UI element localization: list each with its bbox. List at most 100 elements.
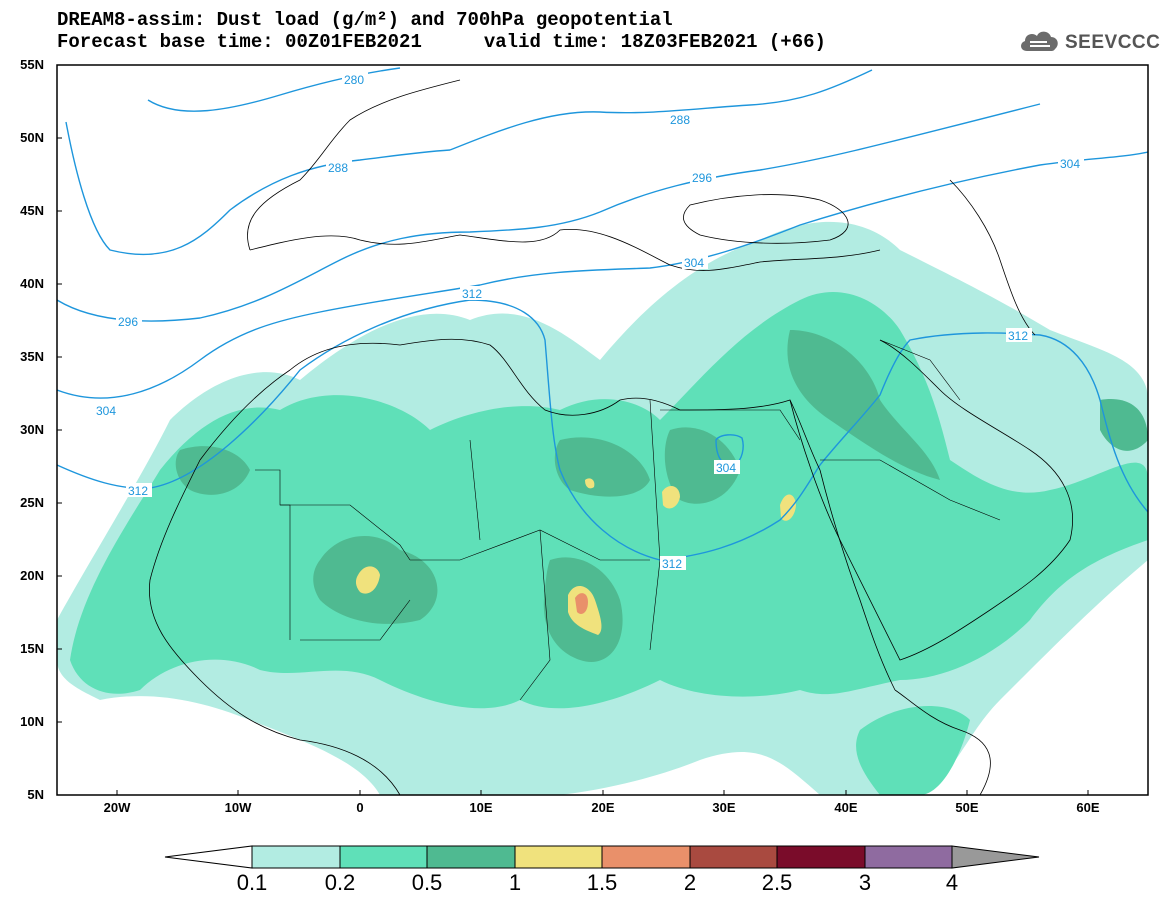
- colorbar-swatch: [776, 845, 866, 869]
- colorbar-swatch: [864, 845, 953, 869]
- coast-africa-horn: [894, 689, 991, 795]
- colorbar-label: 2.5: [761, 870, 793, 895]
- lon-label: 40E: [834, 800, 858, 815]
- colorbar-swatch: [339, 845, 428, 869]
- lon-label: 30E: [712, 800, 736, 815]
- svg-text:312: 312: [662, 557, 682, 571]
- lat-label: 5N: [27, 787, 44, 802]
- lon-label: 60E: [1076, 800, 1100, 815]
- lon-label: 0: [356, 800, 364, 815]
- logo-text: SEEVCCC: [1065, 32, 1161, 53]
- country-borders: [255, 339, 1001, 701]
- lat-label: 20N: [20, 568, 44, 583]
- contour-288-west: [65, 121, 451, 256]
- colorbar-swatch: [601, 845, 691, 869]
- dust-level-1-e: [585, 478, 595, 489]
- svg-text:304: 304: [1060, 157, 1080, 171]
- lon-label: 20W: [103, 800, 131, 815]
- dust-level-0-5-f: [175, 446, 250, 495]
- colorbar-label: 1.5: [586, 870, 618, 895]
- colorbar-label: 0.5: [411, 870, 443, 895]
- axis-ticks: [57, 64, 1089, 795]
- lat-label: 30N: [20, 422, 44, 437]
- dust-level-1-d: [780, 494, 796, 521]
- colorbar-label: 0.1: [236, 870, 268, 895]
- svg-text:296: 296: [118, 315, 138, 329]
- svg-text:304: 304: [684, 256, 704, 270]
- contour-296-west: [57, 211, 601, 322]
- lat-label: 10N: [20, 714, 44, 729]
- colorbar-label: 0.2: [324, 870, 356, 895]
- contour-label: 288: [326, 160, 352, 175]
- coast-africa-west: [199, 338, 896, 691]
- contour-label: 280: [342, 72, 368, 87]
- coastlines: [148, 79, 1073, 795]
- colorbar-swatch: [514, 845, 603, 869]
- contour-280: [147, 67, 401, 112]
- base-time-label: Forecast base time: 00Z01FEB2021: [57, 31, 422, 53]
- valid-time-label: valid time: 18Z03FEB2021 (+66): [483, 31, 826, 53]
- coast-caspian: [949, 179, 1036, 336]
- colorbar-label: 3: [858, 870, 872, 895]
- colorbar-over-triangle: [951, 845, 1040, 869]
- seevccc-logo: SEEVCCC: [1017, 25, 1161, 57]
- lat-label: 50N: [20, 130, 44, 145]
- dust-level-0-5-g: [1100, 399, 1148, 451]
- map-title: DREAM8-assim: Dust load (g/m²) and 700hP…: [57, 9, 673, 31]
- svg-text:312: 312: [1008, 329, 1028, 343]
- contour-label: 304: [714, 460, 740, 475]
- contour-label: 296: [116, 314, 142, 329]
- contour-label: 288: [668, 112, 694, 127]
- colorbar: [164, 845, 1040, 869]
- svg-text:288: 288: [670, 113, 690, 127]
- dust-level-1-c: [662, 485, 680, 509]
- colorbar-under-triangle: [164, 845, 253, 869]
- dust-level-0-5-e: [787, 330, 940, 480]
- lon-label: 50E: [955, 800, 979, 815]
- lat-label: 40N: [20, 276, 44, 291]
- dust-level-1-a: [355, 566, 380, 594]
- contour-label: 304: [94, 403, 120, 418]
- cloud-icon: [1021, 31, 1058, 51]
- svg-text:312: 312: [462, 287, 482, 301]
- contour-label: 312: [460, 286, 486, 301]
- lat-label: 45N: [20, 203, 44, 218]
- colorbar-swatch: [251, 845, 341, 869]
- svg-text:304: 304: [96, 404, 116, 418]
- lat-label: 55N: [20, 57, 44, 72]
- contour-label: 304: [682, 255, 708, 270]
- svg-text:312: 312: [128, 484, 148, 498]
- svg-text:288: 288: [328, 161, 348, 175]
- colorbar-label: 2: [683, 870, 697, 895]
- contour-label: 312: [1006, 328, 1032, 343]
- lon-label: 20E: [591, 800, 615, 815]
- lon-label: 10W: [224, 800, 252, 815]
- contour-label: 296: [690, 170, 716, 185]
- contour-304: [57, 151, 1148, 399]
- contour-labels: 280 288 288 296 296 304 304 304 304 312 …: [94, 72, 1084, 571]
- svg-text:296: 296: [692, 171, 712, 185]
- geopotential-contours: [57, 67, 1148, 561]
- lat-label: 25N: [20, 495, 44, 510]
- contour-label: 312: [126, 483, 152, 498]
- contour-296-east: [599, 103, 1041, 213]
- dust-level-1-5: [575, 593, 588, 614]
- coast-arabia: [789, 339, 1073, 661]
- lat-label: 15N: [20, 641, 44, 656]
- colorbar-swatch: [689, 845, 778, 869]
- colorbar-label: 4: [945, 870, 959, 895]
- svg-text:304: 304: [716, 461, 736, 475]
- coast-africa-sw: [148, 459, 401, 795]
- map-subtitle: Forecast base time: 00Z01FEB2021 valid ti…: [57, 32, 826, 52]
- lon-label: 10E: [469, 800, 493, 815]
- contour-288-east: [449, 69, 873, 151]
- dust-level-0-5-d: [664, 427, 740, 504]
- colorbar-swatch: [426, 845, 516, 869]
- contour-label: 304: [1058, 156, 1084, 171]
- lat-label: 35N: [20, 349, 44, 364]
- dust-shading: [57, 221, 1148, 795]
- svg-text:280: 280: [344, 73, 364, 87]
- colorbar-label: 1: [508, 870, 522, 895]
- coast-europe-south: [249, 228, 881, 271]
